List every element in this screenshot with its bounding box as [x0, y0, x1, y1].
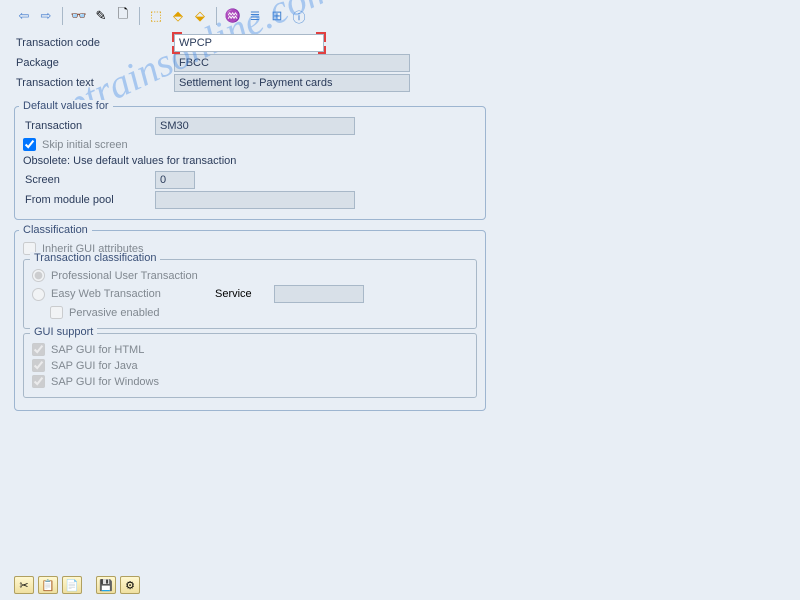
gui-support-subgroup: GUI support SAP GUI for HTML SAP GUI for… [23, 333, 477, 398]
easy-radio [32, 288, 45, 301]
edit-icon[interactable]: ✎ [91, 6, 111, 26]
transaction-input [155, 117, 355, 135]
forward-icon[interactable]: ⇨ [36, 6, 56, 26]
copy-icon[interactable]: 📋 [38, 576, 58, 594]
tool2-icon[interactable]: ⬘ [168, 6, 188, 26]
easy-label: Easy Web Transaction [51, 288, 211, 300]
classification-group: Classification Inherit GUI attributes Tr… [14, 230, 486, 411]
gui-html-label: SAP GUI for HTML [51, 344, 144, 356]
settings-icon[interactable]: ⚙ [120, 576, 140, 594]
pervasive-label: Pervasive enabled [69, 307, 160, 319]
screen-label: Screen [23, 174, 155, 186]
tcode-input[interactable] [174, 34, 324, 52]
hier2-icon[interactable]: ≣ [245, 6, 265, 26]
tool3-icon[interactable]: ⬙ [190, 6, 210, 26]
gui-java-checkbox [32, 359, 45, 372]
bottom-toolbar: ✂ 📋 📄 💾 ⚙ [14, 576, 140, 594]
gui-support-title: GUI support [30, 326, 97, 338]
package-input [174, 54, 410, 72]
hier1-icon[interactable]: ♒ [223, 6, 243, 26]
pool-label: From module pool [23, 194, 155, 206]
save-icon[interactable]: 💾 [96, 576, 116, 594]
gui-win-checkbox [32, 375, 45, 388]
trans-class-title: Transaction classification [30, 252, 160, 264]
tcode-label: Transaction code [14, 37, 174, 49]
gui-html-checkbox [32, 343, 45, 356]
create-icon[interactable]: 🗋 [113, 6, 133, 26]
back-icon[interactable]: ⇦ [14, 6, 34, 26]
gui-win-label: SAP GUI for Windows [51, 376, 159, 388]
classification-title: Classification [19, 224, 92, 236]
trans-class-subgroup: Transaction classification Professional … [23, 259, 477, 329]
info-icon[interactable]: ⓘ [289, 6, 309, 26]
transaction-label: Transaction [23, 120, 155, 132]
pool-input [155, 191, 355, 209]
main-toolbar: ⇦ ⇨ 👓 ✎ 🗋 ⬚ ⬘ ⬙ ♒ ≣ ⊞ ⓘ [14, 4, 786, 32]
defaults-title: Default values for [19, 100, 113, 112]
pervasive-checkbox [50, 306, 63, 319]
display-icon[interactable]: 👓 [69, 6, 89, 26]
hier3-icon[interactable]: ⊞ [267, 6, 287, 26]
skip-label: Skip initial screen [42, 139, 128, 151]
pro-label: Professional User Transaction [51, 270, 198, 282]
service-input [274, 285, 364, 303]
ttext-label: Transaction text [14, 77, 174, 89]
tool1-icon[interactable]: ⬚ [146, 6, 166, 26]
obsolete-text: Obsolete: Use default values for transac… [23, 155, 477, 167]
screen-input [155, 171, 195, 189]
package-label: Package [14, 57, 174, 69]
pro-radio [32, 269, 45, 282]
cut-icon[interactable]: ✂ [14, 576, 34, 594]
service-label: Service [215, 288, 252, 300]
paste-icon[interactable]: 📄 [62, 576, 82, 594]
defaults-group: Default values for Transaction Skip init… [14, 106, 486, 220]
skip-checkbox[interactable] [23, 138, 36, 151]
gui-java-label: SAP GUI for Java [51, 360, 138, 372]
ttext-input [174, 74, 410, 92]
